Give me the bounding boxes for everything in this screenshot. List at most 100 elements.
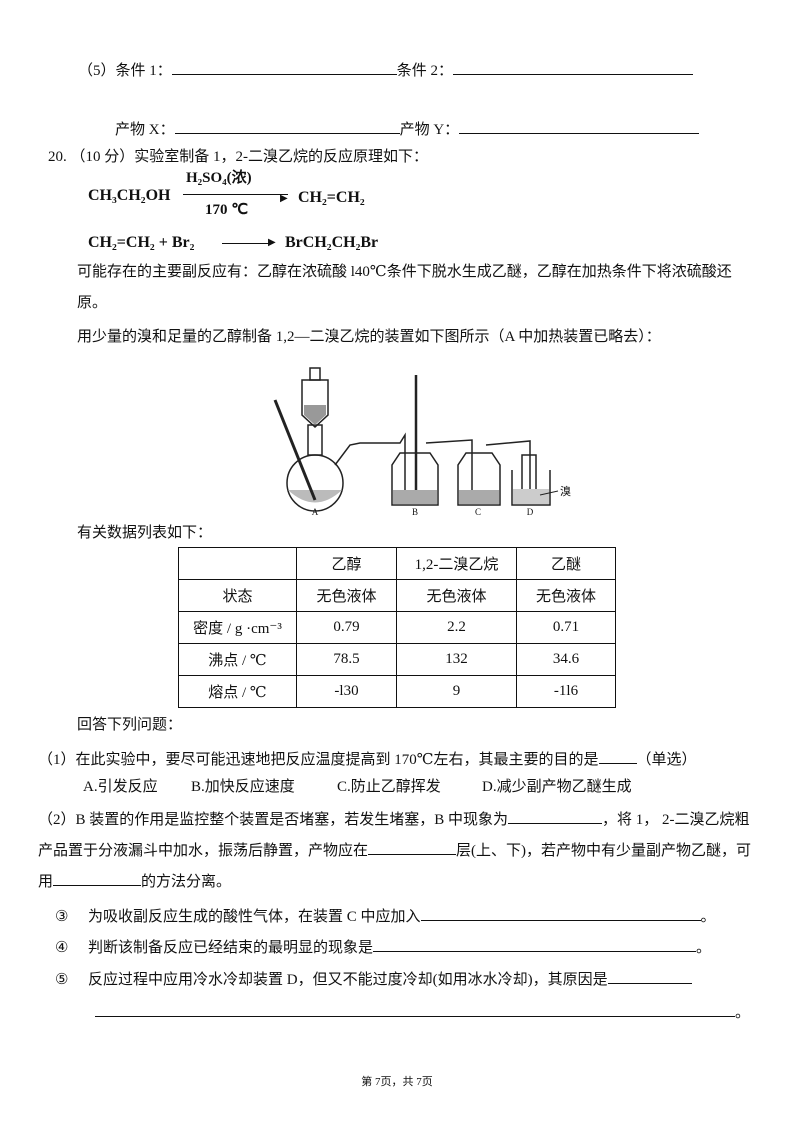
q5-line2: 产物 X： 产物 Y：	[115, 117, 700, 140]
figure-label: 溴	[560, 484, 571, 498]
blank	[53, 869, 142, 886]
data-table: 乙醇 1,2-二溴乙烷 乙醚 状态 无色液体 无色液体 无色液体 密度 / g ·cm⁻…	[178, 547, 616, 708]
table-row: 乙醇 1,2-二溴乙烷 乙醚	[178, 547, 616, 580]
tube	[334, 432, 406, 490]
answer-intro: 回答下列问题：	[77, 717, 183, 733]
table-cell: 无色液体	[516, 579, 616, 612]
paragraph: 用少量的溴和足量的乙醇制备 1,2—二溴乙烷的装置如下图所示（A 中加热装置已略…	[77, 329, 661, 345]
q1: （1）在此实验中，要尽可能迅速地把反应温度提高到 170℃左右，其最主要的目的是…	[38, 747, 697, 770]
flask	[286, 454, 344, 512]
blank	[598, 747, 637, 764]
table-row: 密度 / g ·cm⁻³ 0.79 2.2 0.71	[178, 611, 616, 644]
options: A.引发反应 B.加快反应速度 C.防止乙醇挥发 D.减少副产物乙醚生成	[83, 777, 632, 797]
q4: ④ 判断该制备反应已经结束的最明显的现象是 。	[55, 935, 711, 958]
footer: 第 7页，共 7页	[361, 1076, 433, 1088]
option: B.加快反应速度	[191, 779, 295, 795]
tube	[485, 440, 531, 495]
blank	[459, 117, 700, 134]
question-text: 。	[696, 940, 712, 956]
table-header: 1,2-二溴乙烷	[396, 547, 517, 580]
table-cell: -l30	[296, 675, 397, 708]
equation: CH₃CH₂OH	[88, 187, 171, 204]
blank	[95, 1000, 735, 1017]
option: C.防止乙醇挥发	[337, 779, 441, 795]
question-text: 。	[735, 1005, 751, 1021]
table-cell: 熔点 / ℃	[178, 675, 297, 708]
table-cell	[178, 547, 297, 580]
figure-label: A	[312, 507, 319, 517]
table-cell: -1l6	[516, 675, 616, 708]
blank	[171, 58, 397, 75]
water	[513, 489, 549, 504]
q5: ⑤ 反应过程中应用冷水冷却装置 D，但又不能过度冷却(如用冰水冷却)，其原因是	[55, 967, 692, 990]
blank	[607, 967, 692, 984]
arrow	[183, 194, 288, 195]
table-header: 乙醚	[516, 547, 616, 580]
table-cell: 状态	[178, 579, 297, 612]
option: D.减少副产物乙醚生成	[482, 779, 632, 795]
liquid	[304, 405, 326, 425]
question-text: （1）在此实验中，要尽可能迅速地把反应温度提高到 170℃左右，其最主要的目的是	[38, 752, 599, 768]
apparatus-figure: A B C D 溴	[273, 367, 571, 517]
blank	[508, 807, 603, 824]
table-intro: 有关数据列表如下：	[77, 525, 213, 541]
question-text: ，将 1， 2-二溴乙烷粗产品置于分液漏斗中加水，振荡后静置，产物应在	[38, 812, 750, 859]
question-text: 层(上、下)，若产物中有少量副产物乙醚，可用	[38, 843, 752, 890]
bottle-c	[457, 452, 501, 506]
number: ③	[55, 909, 69, 925]
neck	[307, 424, 323, 456]
tube	[425, 439, 473, 490]
number: ④	[55, 940, 69, 956]
figure-label: D	[527, 507, 534, 517]
table-cell: 0.79	[296, 611, 397, 644]
bottle-b	[391, 452, 439, 506]
stopper	[309, 367, 321, 381]
thermometer	[273, 399, 317, 501]
table-header: 乙醇	[296, 547, 397, 580]
pointer	[539, 490, 559, 496]
q3: ③ 为吸收副反应生成的酸性气体，在装置 C 中应加入 。	[55, 904, 716, 927]
label: 产物 X：	[115, 122, 175, 138]
table-row: 状态 无色液体 无色液体 无色液体	[178, 579, 616, 612]
q2: （2）B 装置的作用是监控整个装置是否堵塞，若发生堵塞，B 中现象为 ，将 1， …	[38, 805, 753, 898]
q5-line1: （5）条件 1： 条件 2：	[78, 58, 694, 81]
question-text: 。	[700, 909, 716, 925]
question-text: 的方法分离。	[141, 874, 232, 890]
figure-label: C	[475, 507, 481, 517]
table-cell: 9	[396, 675, 517, 708]
table-cell: 78.5	[296, 643, 397, 676]
question-text: 为吸收副反应生成的酸性气体，在装置 C 中应加入	[88, 909, 421, 925]
q5-line2: 。	[95, 1000, 750, 1023]
condition: 170 ℃	[205, 202, 249, 218]
blank	[420, 904, 701, 921]
table-cell: 2.2	[396, 611, 517, 644]
table-cell: 132	[396, 643, 517, 676]
arrow-head: ▶	[268, 237, 276, 248]
blank	[453, 58, 694, 75]
equation: CH₂=CH₂ + Br₂	[88, 234, 195, 251]
label: 产物 Y：	[399, 122, 460, 138]
condition: H₂SO₄(浓)	[186, 170, 252, 186]
label: 条件 2：	[396, 63, 454, 79]
equation: BrCH₂CH₂Br	[285, 234, 379, 251]
funnel	[301, 379, 329, 429]
question-title: 20. （10 分）实验室制备 1，2-二溴乙烷的反应原理如下：	[48, 149, 428, 165]
figure-label: B	[412, 507, 418, 517]
table-cell: 沸点 / ℃	[178, 643, 297, 676]
paragraph: 可能存在的主要副反应有：乙醇在浓硫酸 l40℃条件下脱水生成乙醚，乙醇在加热条件…	[77, 264, 732, 311]
table-row: 熔点 / ℃ -l30 9 -1l6	[178, 675, 616, 708]
liquid	[393, 490, 437, 504]
equation: CH₂=CH₂	[298, 189, 365, 206]
table-row: 沸点 / ℃ 78.5 132 34.6	[178, 643, 616, 676]
blank	[174, 117, 400, 134]
arrow	[222, 243, 272, 244]
arrow-head: ▶	[280, 193, 288, 204]
blank	[373, 935, 697, 952]
beaker	[511, 470, 551, 506]
table-cell: 无色液体	[396, 579, 517, 612]
option: A.引发反应	[83, 779, 158, 795]
liquid	[459, 490, 499, 504]
blank	[368, 838, 457, 855]
question-text: （2）B 装置的作用是监控整个装置是否堵塞，若发生堵塞，B 中现象为	[38, 812, 509, 828]
